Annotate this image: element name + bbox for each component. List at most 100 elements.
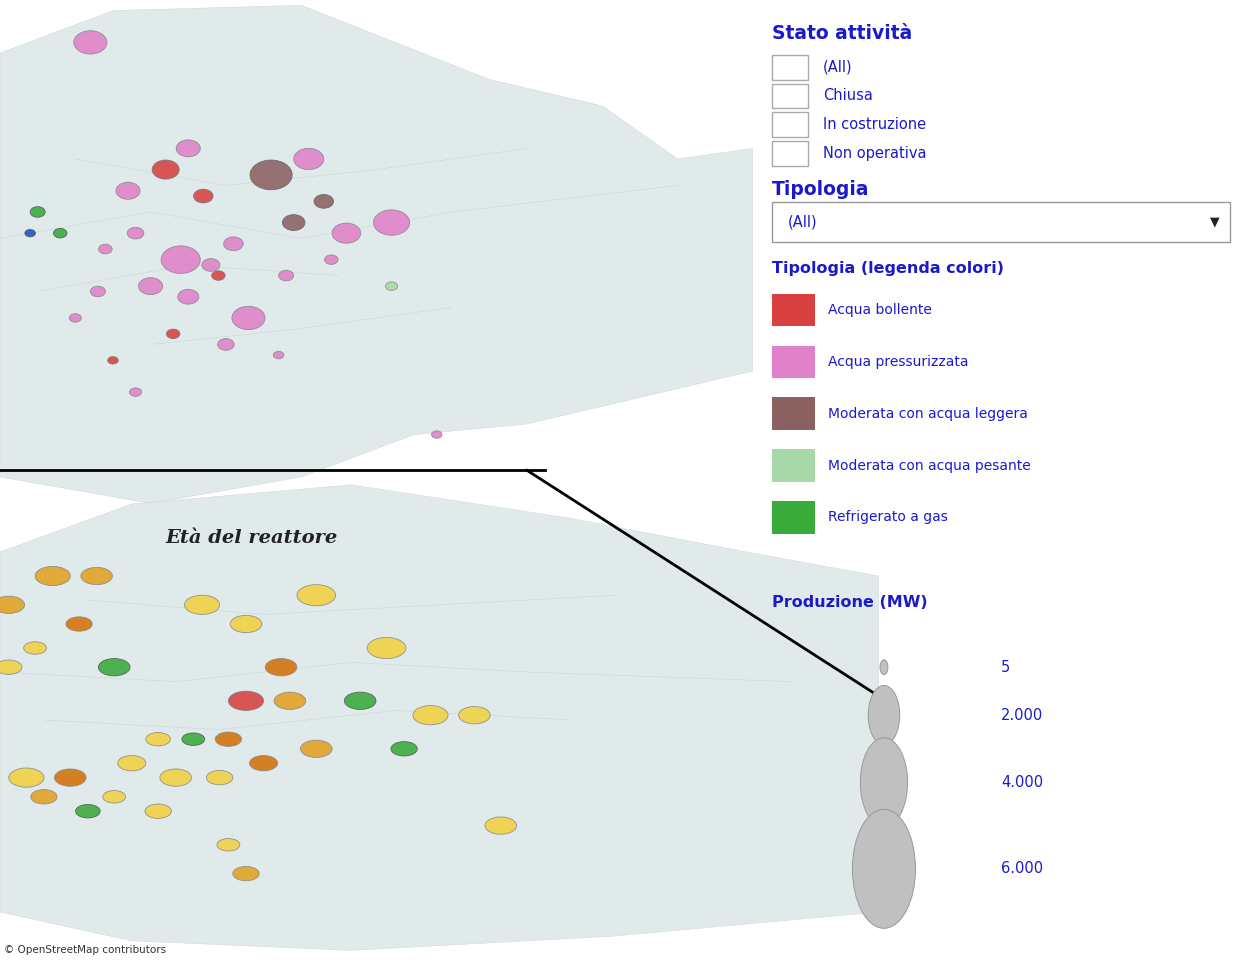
- Circle shape: [385, 282, 398, 290]
- Circle shape: [344, 692, 376, 709]
- Circle shape: [146, 732, 171, 746]
- FancyBboxPatch shape: [772, 202, 1230, 242]
- Text: Stato attività: Stato attività: [772, 24, 912, 43]
- Circle shape: [880, 660, 887, 675]
- Circle shape: [129, 388, 142, 396]
- Text: Tipologia: Tipologia: [772, 180, 870, 200]
- Circle shape: [35, 566, 70, 586]
- Text: (All): (All): [787, 214, 817, 229]
- Circle shape: [178, 289, 198, 304]
- Circle shape: [30, 206, 45, 217]
- Circle shape: [233, 866, 260, 881]
- Circle shape: [282, 215, 305, 230]
- Circle shape: [314, 195, 334, 208]
- Circle shape: [325, 255, 338, 264]
- Circle shape: [202, 258, 220, 272]
- Text: Moderata con acqua pesante: Moderata con acqua pesante: [828, 459, 1030, 472]
- Circle shape: [69, 314, 82, 323]
- Circle shape: [108, 356, 118, 364]
- Circle shape: [217, 839, 240, 852]
- Text: Produzione (MW): Produzione (MW): [772, 595, 927, 611]
- Circle shape: [0, 596, 25, 613]
- Circle shape: [274, 692, 306, 709]
- Circle shape: [432, 431, 442, 439]
- Text: 4.000: 4.000: [1001, 775, 1043, 790]
- Circle shape: [193, 189, 213, 203]
- Circle shape: [74, 31, 107, 54]
- Polygon shape: [0, 485, 878, 950]
- Circle shape: [484, 817, 517, 834]
- Circle shape: [458, 707, 491, 724]
- Circle shape: [217, 339, 235, 350]
- Circle shape: [25, 229, 35, 237]
- Circle shape: [144, 804, 171, 818]
- Circle shape: [0, 660, 21, 674]
- Text: Acqua pressurizzata: Acqua pressurizzata: [828, 355, 969, 369]
- Text: © OpenStreetMap contributors: © OpenStreetMap contributors: [5, 946, 167, 955]
- Circle shape: [216, 732, 241, 747]
- Circle shape: [297, 585, 335, 606]
- Text: 6.000: 6.000: [1001, 861, 1043, 876]
- Circle shape: [31, 789, 58, 804]
- Text: Acqua bollente: Acqua bollente: [828, 303, 932, 317]
- Circle shape: [300, 740, 333, 757]
- Circle shape: [230, 615, 262, 633]
- Text: Refrigerato a gas: Refrigerato a gas: [828, 511, 948, 524]
- Circle shape: [90, 286, 105, 297]
- Circle shape: [159, 769, 192, 786]
- Circle shape: [206, 770, 233, 785]
- FancyBboxPatch shape: [772, 346, 816, 378]
- FancyBboxPatch shape: [772, 112, 808, 137]
- Circle shape: [127, 228, 144, 239]
- Circle shape: [274, 351, 284, 359]
- Circle shape: [67, 616, 93, 632]
- Circle shape: [176, 140, 201, 156]
- FancyBboxPatch shape: [772, 141, 808, 166]
- Circle shape: [333, 223, 360, 243]
- Text: Moderata con acqua leggera: Moderata con acqua leggera: [828, 407, 1028, 420]
- FancyBboxPatch shape: [772, 55, 808, 80]
- FancyBboxPatch shape: [772, 449, 816, 482]
- Circle shape: [152, 160, 179, 180]
- FancyBboxPatch shape: [772, 397, 816, 430]
- Text: Non operativa: Non operativa: [823, 146, 926, 161]
- Circle shape: [852, 809, 915, 928]
- Circle shape: [368, 637, 405, 659]
- Circle shape: [223, 237, 243, 251]
- Polygon shape: [0, 6, 753, 503]
- Text: Età del reattore: Età del reattore: [166, 529, 338, 546]
- Circle shape: [24, 641, 46, 655]
- Text: (All): (All): [823, 60, 852, 75]
- FancyBboxPatch shape: [772, 501, 816, 534]
- Text: ▼: ▼: [1210, 215, 1219, 228]
- Circle shape: [9, 768, 44, 787]
- Circle shape: [413, 706, 448, 725]
- Circle shape: [250, 160, 292, 190]
- Circle shape: [118, 756, 146, 771]
- Circle shape: [250, 756, 277, 771]
- Circle shape: [54, 769, 87, 786]
- Circle shape: [868, 685, 900, 745]
- Circle shape: [103, 791, 126, 803]
- Circle shape: [138, 277, 163, 295]
- Circle shape: [75, 804, 100, 818]
- Circle shape: [182, 733, 205, 745]
- Circle shape: [374, 210, 409, 235]
- Text: Tipologia (legenda colori): Tipologia (legenda colori): [772, 261, 1004, 276]
- Circle shape: [54, 228, 67, 238]
- Circle shape: [265, 659, 297, 676]
- Text: Chiusa: Chiusa: [823, 88, 872, 104]
- Circle shape: [80, 567, 113, 585]
- Circle shape: [294, 149, 324, 170]
- Circle shape: [861, 737, 907, 828]
- Circle shape: [228, 691, 264, 710]
- Circle shape: [167, 329, 179, 339]
- FancyBboxPatch shape: [772, 294, 816, 326]
- Circle shape: [115, 182, 141, 200]
- FancyBboxPatch shape: [772, 84, 808, 108]
- Text: 2.000: 2.000: [1001, 708, 1043, 723]
- Circle shape: [392, 741, 417, 756]
- Circle shape: [161, 246, 201, 274]
- Circle shape: [99, 244, 112, 253]
- Circle shape: [184, 595, 220, 614]
